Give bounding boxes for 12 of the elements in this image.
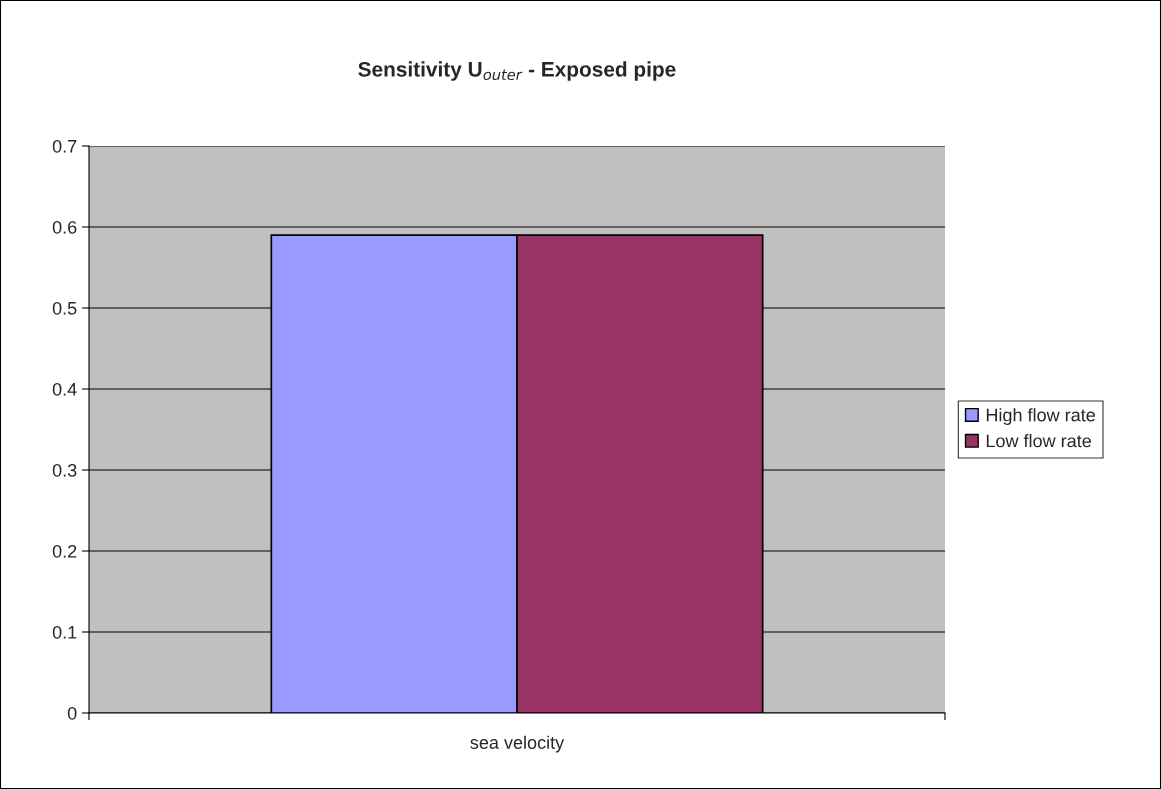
x-tick-label: sea velocity: [470, 735, 565, 753]
legend-label: High flow rate: [986, 408, 1095, 425]
chart-title: Sensitivity U$_{outer}$ - Exposed pipe: [358, 61, 676, 81]
legend-label: Low flow rate: [986, 434, 1091, 448]
y-tick-label: 0.7: [52, 139, 77, 153]
y-tick-label: 0.5: [52, 301, 77, 315]
y-tick-label: 0.4: [52, 382, 77, 396]
y-tick-label: 0.1: [52, 625, 77, 639]
y-tick-label: 0.6: [52, 220, 77, 234]
y-tick-label: 0: [67, 706, 77, 720]
y-tick-label: 0.3: [52, 463, 77, 477]
y-tick-label: 0.2: [52, 544, 77, 558]
